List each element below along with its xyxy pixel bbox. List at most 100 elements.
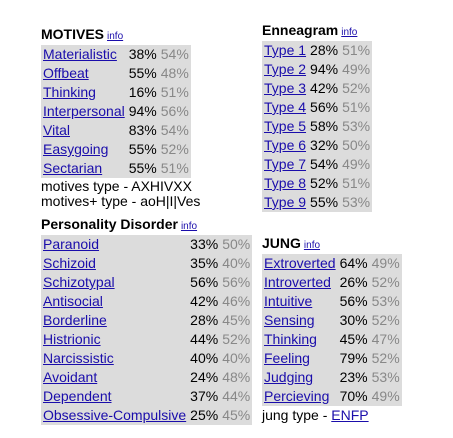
motives-header: MOTIVES info xyxy=(41,26,200,45)
enneagram-row-link[interactable]: Type 7 xyxy=(264,156,306,172)
jung-row-link[interactable]: Feeling xyxy=(264,350,310,366)
jung-row-link[interactable]: Intuitive xyxy=(264,293,312,309)
personality-label-cell: Paranoid xyxy=(41,235,188,254)
personality-score: 25% xyxy=(188,406,220,425)
jung-label-cell: Judging xyxy=(262,368,338,387)
motives-label-cell: Interpersonal xyxy=(41,102,127,121)
enneagram-title: Enneagram xyxy=(262,22,338,38)
enneagram-row-link[interactable]: Type 8 xyxy=(264,175,306,191)
jung-label-cell: Intuitive xyxy=(262,292,338,311)
personality-label-cell: Narcissistic xyxy=(41,349,188,368)
jung-row: Thinking 45% 47% xyxy=(262,330,402,349)
jung-row-link[interactable]: Extroverted xyxy=(264,255,336,271)
jung-row-link[interactable]: Judging xyxy=(264,369,313,385)
motives-row: Thinking 16% 51% xyxy=(41,83,191,102)
motives-row-link[interactable]: Interpersonal xyxy=(43,103,125,119)
jung-average: 52% xyxy=(370,311,402,330)
personality-row-link[interactable]: Schizotypal xyxy=(43,274,115,290)
personality-row-link[interactable]: Histrionic xyxy=(43,331,101,347)
motives-row-link[interactable]: Easygoing xyxy=(43,141,108,157)
motives-score: 83% xyxy=(127,121,159,140)
motives-row-link[interactable]: Vital xyxy=(43,122,70,138)
personality-score: 42% xyxy=(188,292,220,311)
motives-row-link[interactable]: Thinking xyxy=(43,84,96,100)
enneagram-row-link[interactable]: Type 9 xyxy=(264,194,306,210)
motives-label-cell: Easygoing xyxy=(41,140,127,159)
personality-score: 56% xyxy=(188,273,220,292)
enneagram-score: 54% xyxy=(308,155,340,174)
motives-row-link[interactable]: Offbeat xyxy=(43,65,89,81)
enneagram-info-link[interactable]: info xyxy=(341,27,357,38)
jung-info-link[interactable]: info xyxy=(304,240,320,251)
jung-average: 52% xyxy=(370,349,402,368)
enneagram-row-link[interactable]: Type 6 xyxy=(264,137,306,153)
jung-row: Intuitive 56% 53% xyxy=(262,292,402,311)
motives-info-link[interactable]: info xyxy=(107,31,123,42)
personality-label-cell: Avoidant xyxy=(41,368,188,387)
motives-row: Sectarian 55% 51% xyxy=(41,159,191,178)
jung-type-line: jung type - ENFP xyxy=(262,408,402,423)
enneagram-average: 51% xyxy=(340,174,372,193)
jung-score: 45% xyxy=(338,330,370,349)
personality-disorder-rows: Paranoid 33% 50% Schizoid 35% 40% Schizotypal 5… xyxy=(41,235,252,425)
enneagram-row-link[interactable]: Type 2 xyxy=(264,61,306,77)
enneagram-row-link[interactable]: Type 4 xyxy=(264,99,306,115)
jung-row-link[interactable]: Percieving xyxy=(264,388,329,404)
personality-average: 40% xyxy=(220,349,252,368)
jung-row-link[interactable]: Introverted xyxy=(264,274,331,290)
enneagram-score: 94% xyxy=(308,60,340,79)
enneagram-row: Type 7 54% 49% xyxy=(262,155,372,174)
personality-row-link[interactable]: Obsessive-Compulsive xyxy=(43,407,186,423)
personality-row-link[interactable]: Borderline xyxy=(43,312,107,328)
personality-label-cell: Borderline xyxy=(41,311,188,330)
motives-row: Materialistic 38% 54% xyxy=(41,45,191,64)
enneagram-score: 58% xyxy=(308,117,340,136)
motives-type-line: motives type - AXHIVXX xyxy=(41,179,200,194)
jung-row: Extroverted 64% 49% xyxy=(262,254,402,273)
jung-row-link[interactable]: Thinking xyxy=(264,331,317,347)
jung-score: 56% xyxy=(338,292,370,311)
personality-label-cell: Obsessive-Compulsive xyxy=(41,406,188,425)
personality-average: 45% xyxy=(220,406,252,425)
jung-type-link[interactable]: ENFP xyxy=(331,407,368,423)
jung-title: JUNG xyxy=(262,235,301,251)
motives-label-cell: Vital xyxy=(41,121,127,140)
personality-row: Avoidant 24% 48% xyxy=(41,368,252,387)
personality-row-link[interactable]: Paranoid xyxy=(43,236,99,252)
personality-row-link[interactable]: Dependent xyxy=(43,388,112,404)
motives-row-link[interactable]: Materialistic xyxy=(43,46,117,62)
enneagram-label-cell: Type 2 xyxy=(262,60,308,79)
motives-score: 55% xyxy=(127,159,159,178)
motives-score: 94% xyxy=(127,102,159,121)
personality-disorder-table: Paranoid 33% 50% Schizoid 35% 40% Schizotypal 5… xyxy=(41,235,252,425)
personality-row-link[interactable]: Schizoid xyxy=(43,255,96,271)
jung-label-cell: Extroverted xyxy=(262,254,338,273)
jung-type-prefix: jung type - xyxy=(262,407,331,423)
personality-score: 37% xyxy=(188,387,220,406)
jung-row-link[interactable]: Sensing xyxy=(264,312,315,328)
personality-disorder-info-link[interactable]: info xyxy=(181,221,197,232)
motives-row: Interpersonal 94% 56% xyxy=(41,102,191,121)
enneagram-row-link[interactable]: Type 5 xyxy=(264,118,306,134)
personality-row-link[interactable]: Narcissistic xyxy=(43,350,114,366)
personality-label-cell: Histrionic xyxy=(41,330,188,349)
enneagram-score: 32% xyxy=(308,136,340,155)
jung-label-cell: Introverted xyxy=(262,273,338,292)
motives-average: 56% xyxy=(159,102,191,121)
personality-row-link[interactable]: Antisocial xyxy=(43,293,103,309)
motives-label-cell: Sectarian xyxy=(41,159,127,178)
enneagram-row-link[interactable]: Type 3 xyxy=(264,80,306,96)
personality-row: Schizoid 35% 40% xyxy=(41,254,252,273)
jung-label-cell: Sensing xyxy=(262,311,338,330)
enneagram-row: Type 2 94% 49% xyxy=(262,60,372,79)
enneagram-row: Type 6 32% 50% xyxy=(262,136,372,155)
enneagram-average: 49% xyxy=(340,155,372,174)
motives-score: 55% xyxy=(127,140,159,159)
motives-label-cell: Thinking xyxy=(41,83,127,102)
motives-average: 51% xyxy=(159,159,191,178)
motives-label-cell: Offbeat xyxy=(41,64,127,83)
motives-row-link[interactable]: Sectarian xyxy=(43,160,102,176)
personality-row-link[interactable]: Avoidant xyxy=(43,369,97,385)
enneagram-row: Type 3 42% 52% xyxy=(262,79,372,98)
enneagram-row-link[interactable]: Type 1 xyxy=(264,42,306,58)
